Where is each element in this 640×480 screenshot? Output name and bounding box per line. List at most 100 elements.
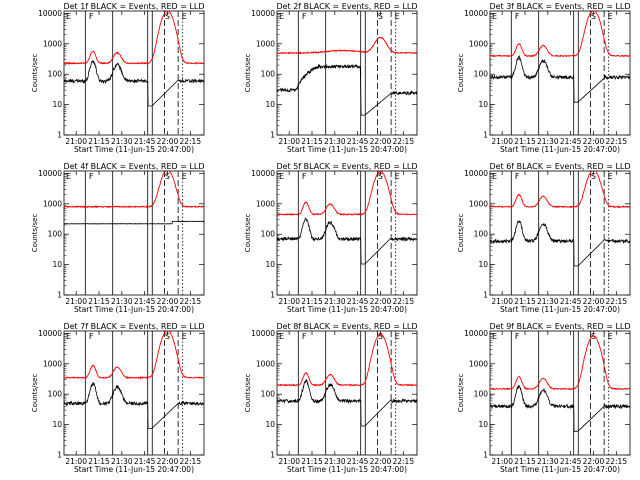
series-events	[490, 55, 630, 103]
y-tick-label: 1000	[256, 199, 275, 208]
x-tick-label: 21:30	[111, 137, 133, 146]
y-tick-label: 1	[483, 451, 488, 460]
marker-flag: F	[515, 332, 520, 341]
y-tick-label: 100	[261, 390, 276, 399]
x-tick-label: 21:30	[537, 137, 559, 146]
marker-flag: F	[302, 332, 307, 341]
y-axis-label: Counts/sec	[244, 214, 252, 253]
marker-flag: E	[492, 332, 497, 341]
y-tick-label: 10	[265, 100, 275, 109]
marker-flag: F	[89, 172, 94, 181]
series-lld	[490, 171, 630, 209]
marker-flag: E	[608, 332, 613, 341]
x-axis-label: Start Time (11-Jun-15 20:47:00)	[287, 145, 407, 154]
series-events	[277, 378, 417, 427]
x-tick-label: 21:15	[514, 137, 536, 146]
x-axis-label: Start Time (11-Jun-15 20:47:00)	[287, 305, 407, 314]
y-axis-label: Counts/sec	[31, 374, 39, 413]
x-tick-label: 21:45	[347, 137, 369, 146]
x-tick-label: 21:15	[88, 457, 110, 466]
marker-flag: E	[279, 12, 284, 21]
x-tick-label: 21:45	[134, 297, 156, 306]
x-tick-label: 22:00	[370, 137, 392, 146]
panel-3: Det 3f BLACK = Events, RED = LLD 1 10 100 10…	[457, 2, 631, 154]
x-tick-label: 21:45	[134, 137, 156, 146]
x-axis-label: Start Time (11-Jun-15 20:47:00)	[74, 465, 194, 474]
x-axis-label: Start Time (11-Jun-15 20:47:00)	[500, 465, 620, 474]
x-tick-label: 21:15	[514, 297, 536, 306]
y-tick-label: 10000	[464, 9, 488, 18]
panel-8: Det 8f BLACK = Events, RED = LLD 1 10 100 10…	[244, 322, 418, 474]
x-tick-label: 22:00	[157, 297, 179, 306]
x-axis-label: Start Time (11-Jun-15 20:47:00)	[287, 465, 407, 474]
x-tick-label: 21:45	[560, 457, 582, 466]
x-tick-label: 22:00	[370, 457, 392, 466]
x-tick-label: 22:00	[583, 457, 605, 466]
marker-flag: S	[378, 12, 383, 21]
x-tick-label: 21:45	[347, 297, 369, 306]
y-tick-label: 10	[478, 420, 488, 429]
y-axis-label: Counts/sec	[457, 54, 465, 93]
y-tick-label: 10000	[251, 329, 275, 338]
y-tick-label: 100	[261, 70, 276, 79]
marker-flag: S	[378, 172, 383, 181]
y-tick-label: 1000	[469, 359, 488, 368]
x-tick-label: 22:15	[179, 297, 201, 306]
panel-7: Det 7f BLACK = Events, RED = LLD 1 10 100 10…	[31, 322, 205, 474]
marker-flag: S	[378, 332, 383, 341]
x-tick-label: 22:15	[392, 297, 414, 306]
x-tick-label: 21:15	[88, 297, 110, 306]
y-tick-label: 1	[57, 291, 62, 300]
y-tick-label: 1000	[469, 199, 488, 208]
y-axis-label: Counts/sec	[244, 54, 252, 93]
x-tick-label: 21:30	[324, 457, 346, 466]
x-tick-label: 21:15	[301, 137, 323, 146]
marker-flag: E	[492, 172, 497, 181]
x-tick-label: 21:45	[134, 457, 156, 466]
panel-6: Det 6f BLACK = Events, RED = LLD 1 10 100 10…	[457, 162, 631, 314]
y-tick-label: 100	[474, 390, 489, 399]
x-axis-label: Start Time (11-Jun-15 20:47:00)	[74, 145, 194, 154]
marker-flag: E	[182, 12, 187, 21]
marker-flag: S	[165, 332, 170, 341]
panel-2: Det 2f BLACK = Events, RED = LLD 1 10 100 10…	[244, 2, 418, 154]
marker-flag: F	[515, 12, 520, 21]
x-tick-label: 21:30	[537, 457, 559, 466]
panel-title: Det 2f BLACK = Events, RED = LLD	[276, 2, 417, 11]
panel-5: Det 5f BLACK = Events, RED = LLD 1 10 100 10…	[244, 162, 418, 314]
x-tick-label: 21:15	[514, 457, 536, 466]
y-tick-label: 10000	[464, 329, 488, 338]
y-axis-label: Counts/sec	[457, 374, 465, 413]
y-tick-label: 10	[52, 260, 62, 269]
marker-flag: S	[165, 172, 170, 181]
y-tick-label: 10	[265, 420, 275, 429]
y-tick-label: 100	[261, 230, 276, 239]
y-tick-label: 1	[270, 451, 275, 460]
marker-flag: E	[395, 172, 400, 181]
plot-frame	[489, 330, 631, 456]
x-tick-label: 21:30	[324, 297, 346, 306]
x-tick-label: 21:00	[491, 297, 513, 306]
x-tick-label: 21:00	[65, 137, 87, 146]
y-tick-label: 100	[474, 230, 489, 239]
y-tick-label: 10000	[251, 169, 275, 178]
y-tick-label: 100	[48, 390, 63, 399]
series-events	[490, 385, 630, 432]
x-tick-label: 21:30	[111, 297, 133, 306]
x-tick-label: 22:15	[605, 297, 627, 306]
x-axis-label: Start Time (11-Jun-15 20:47:00)	[500, 305, 620, 314]
y-tick-label: 1000	[43, 199, 62, 208]
y-tick-label: 1000	[43, 39, 62, 48]
marker-flag: F	[302, 12, 307, 21]
plot-frame	[276, 330, 418, 456]
marker-flag: E	[279, 332, 284, 341]
x-tick-label: 22:15	[392, 137, 414, 146]
y-tick-label: 100	[48, 230, 63, 239]
x-tick-label: 21:00	[278, 297, 300, 306]
y-axis-label: Counts/sec	[31, 54, 39, 93]
series-events	[490, 220, 630, 267]
y-tick-label: 10000	[251, 9, 275, 18]
y-tick-label: 10000	[38, 169, 62, 178]
y-tick-label: 10000	[464, 169, 488, 178]
series-lld	[64, 171, 204, 209]
